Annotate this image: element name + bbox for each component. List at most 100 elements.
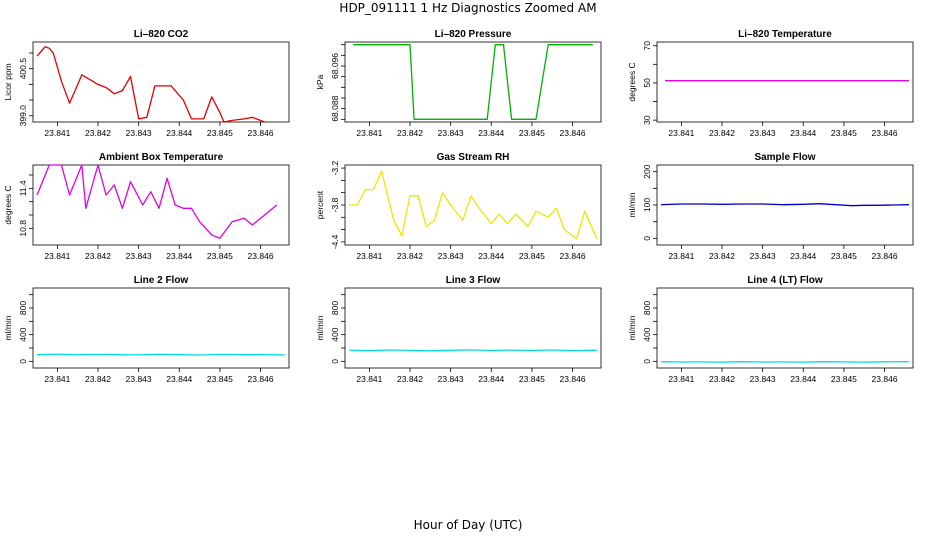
x-tick-label: 23.842	[85, 374, 111, 384]
chart-title: Li–820 Temperature	[738, 29, 832, 40]
x-tick-label: 23.846	[872, 128, 898, 138]
series-line	[36, 164, 278, 239]
x-tick-label: 23.844	[166, 374, 192, 384]
x-tick-label: 23.841	[44, 374, 70, 384]
y-tick-label: 399.0	[18, 105, 28, 127]
y-tick-label: 68.096	[330, 53, 340, 79]
chart-title: Line 3 Flow	[446, 275, 501, 286]
y-tick-label: 0	[330, 359, 340, 364]
x-tick-label: 23.841	[668, 251, 694, 261]
x-tick-label: 23.843	[126, 128, 152, 138]
x-tick-label: 23.842	[85, 251, 111, 261]
x-tick-label: 23.844	[166, 251, 192, 261]
x-tick-label: 23.845	[831, 128, 857, 138]
x-tick-label: 23.846	[248, 374, 274, 384]
x-tick-label: 23.844	[166, 128, 192, 138]
x-tick-label: 23.845	[831, 251, 857, 261]
y-axis-label: percent	[315, 190, 325, 219]
y-tick-label: -3.8	[330, 197, 340, 212]
y-tick-label: 800	[330, 301, 340, 315]
plot-frame	[656, 287, 914, 369]
chart-panel: Gas Stream RH 23.841 23.842 23.843 23.844 23.…	[315, 152, 602, 261]
x-tick-label: 23.846	[248, 251, 274, 261]
chart-panel: Li–820 Temperature 23.841 23.842 23.843 23.8…	[627, 29, 914, 138]
chart-panel: Ambient Box Temperature 23.841 23.842 23.84…	[3, 152, 290, 261]
x-tick-label: 23.845	[519, 374, 545, 384]
y-axis-label: ml/min	[3, 315, 13, 340]
x-tick-label: 23.841	[44, 251, 70, 261]
chart-panel: Line 3 Flow 23.841 23.842 23.843 23.844 23.84…	[315, 275, 602, 384]
y-tick-label: 11.4	[18, 180, 28, 196]
y-tick-label: 0	[18, 359, 28, 364]
x-tick-label: 23.843	[126, 374, 152, 384]
y-axis-label: Licor ppm	[3, 63, 13, 100]
x-tick-label: 23.846	[872, 374, 898, 384]
series-line	[349, 349, 597, 352]
y-tick-label: 800	[642, 301, 652, 315]
y-tick-label: 10.8	[18, 220, 28, 237]
x-tick-label: 23.841	[356, 251, 382, 261]
x-tick-label: 23.842	[709, 374, 735, 384]
x-tick-label: 23.843	[438, 128, 464, 138]
y-axis-label: ml/min	[627, 192, 637, 217]
x-tick-label: 23.842	[85, 128, 111, 138]
y-tick-label: 200	[642, 164, 652, 178]
chart-panel: Sample Flow 23.841 23.842 23.843 23.844 23.84…	[627, 152, 914, 261]
x-tick-label: 23.842	[397, 251, 423, 261]
x-tick-label: 23.843	[438, 251, 464, 261]
y-tick-label: 50	[642, 78, 652, 88]
x-tick-label: 23.841	[668, 374, 694, 384]
x-tick-label: 23.845	[207, 374, 233, 384]
chart-title: Line 2 Flow	[134, 275, 189, 286]
chart-title: Ambient Box Temperature	[99, 152, 224, 163]
y-tick-label: 400	[18, 327, 28, 341]
x-tick-label: 23.845	[831, 374, 857, 384]
y-axis-label: degrees C	[3, 185, 13, 224]
x-tick-label: 23.844	[478, 374, 504, 384]
x-tick-label: 23.842	[397, 374, 423, 384]
y-tick-label: 70	[642, 41, 652, 51]
x-tick-label: 23.843	[438, 374, 464, 384]
x-tick-label: 23.846	[560, 251, 586, 261]
x-tick-label: 23.842	[709, 128, 735, 138]
y-tick-label: 400.5	[18, 58, 28, 80]
chart-title: Li–820 Pressure	[435, 29, 512, 40]
x-tick-label: 23.844	[790, 251, 816, 261]
x-tick-label: 23.842	[709, 251, 735, 261]
chart-panel: Li–820 CO2 23.841 23.842 23.843 23.844 23.845…	[3, 29, 290, 138]
x-tick-label: 23.843	[126, 251, 152, 261]
x-tick-label: 23.846	[248, 128, 274, 138]
y-axis-label: ml/min	[627, 315, 637, 340]
plot-frame	[656, 41, 914, 123]
x-tick-label: 23.844	[790, 374, 816, 384]
x-tick-label: 23.843	[750, 251, 776, 261]
plot-frame	[344, 287, 602, 369]
x-tick-label: 23.845	[519, 128, 545, 138]
y-tick-label: 400	[330, 327, 340, 341]
x-tick-label: 23.844	[478, 251, 504, 261]
plot-frame	[32, 41, 290, 123]
x-tick-label: 23.846	[872, 251, 898, 261]
x-tick-label: 23.841	[668, 128, 694, 138]
x-tick-label: 23.843	[750, 374, 776, 384]
y-tick-label: 0	[642, 359, 652, 364]
x-tick-label: 23.844	[790, 128, 816, 138]
chart-panel: Line 4 (LT) Flow 23.841 23.842 23.843 23.844…	[627, 275, 914, 384]
chart-title: Sample Flow	[754, 152, 815, 163]
y-axis-label: degrees C	[627, 62, 637, 101]
y-tick-label: 0	[642, 236, 652, 241]
x-axis-title: Hour of Day (UTC)	[413, 518, 523, 532]
x-tick-label: 23.841	[44, 128, 70, 138]
series-line	[349, 170, 598, 240]
x-tick-label: 23.846	[560, 128, 586, 138]
series-line	[661, 203, 909, 207]
page-title: HDP_091111 1 Hz Diagnostics Zoomed AM	[339, 1, 597, 15]
chart-title: Li–820 CO2	[134, 29, 189, 40]
chart-title: Gas Stream RH	[437, 152, 510, 163]
chart-panel: Line 2 Flow 23.841 23.842 23.843 23.844 23.84…	[3, 275, 290, 384]
x-tick-label: 23.845	[207, 128, 233, 138]
y-tick-label: 68.088	[330, 95, 340, 121]
chart-panel: Li–820 Pressure 23.841 23.842 23.843 23.844 2…	[315, 29, 602, 138]
plot-frame	[32, 287, 290, 369]
